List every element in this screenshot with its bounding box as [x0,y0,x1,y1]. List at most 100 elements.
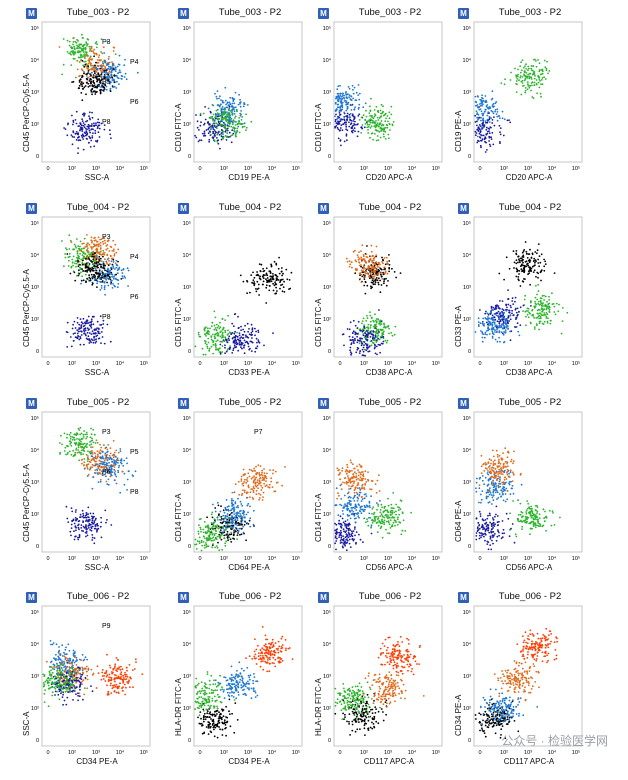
event-dot [64,253,66,255]
event-dot [69,438,72,440]
menu-m-button[interactable]: M [458,203,469,214]
event-dot [251,327,254,330]
event-dot [94,132,97,135]
event-dot [207,329,209,332]
event-dot [247,345,250,348]
event-dot [98,465,101,467]
event-dot [109,475,112,478]
event-dot [96,78,99,81]
menu-m-button[interactable]: M [458,8,469,19]
menu-m-button[interactable]: M [178,398,189,409]
event-dot [527,83,529,86]
event-dot [476,120,478,123]
event-dot [120,278,123,280]
event-dot [63,265,65,268]
event-dot [79,240,82,243]
event-dot [214,327,217,329]
event-dot [261,469,263,472]
event-dot [81,254,84,257]
event-dot [87,329,90,331]
event-dot [85,255,88,258]
event-dot [343,116,346,118]
plot-title: Tube_003 - P2 [358,7,422,18]
event-dot [561,307,564,309]
population-cluster [66,252,123,288]
event-dot [121,470,124,473]
menu-m-button[interactable]: M [26,8,37,19]
event-dot [86,463,88,466]
event-dot [70,64,73,66]
event-dot [265,286,268,289]
event-dot [116,80,118,83]
event-dot [250,331,253,334]
event-dot [99,81,102,84]
population-cluster [63,110,112,155]
event-dot [204,353,207,356]
event-dot [70,53,72,56]
event-dot [82,257,84,260]
event-dot [360,116,363,119]
event-dot [101,280,104,282]
menu-m-button[interactable]: M [318,8,329,19]
event-dot [362,258,365,260]
event-dot [274,470,277,473]
event-dot [96,453,99,456]
event-dot [527,273,529,276]
menu-m-button[interactable]: M [26,398,37,409]
event-dot [82,279,85,282]
event-dot [376,353,378,356]
event-dot [215,340,218,343]
menu-m-button[interactable]: M [178,8,189,19]
event-dot [79,516,82,519]
event-dot [250,274,253,276]
event-dot [273,260,276,263]
event-dot [519,261,521,264]
event-dot [544,66,547,68]
event-dot [109,447,112,449]
event-dot [123,483,126,486]
event-dot [82,329,85,332]
event-dot [118,464,121,467]
event-dot [378,331,380,333]
event-dot [259,278,262,281]
event-dot [340,101,342,104]
event-dot [89,467,92,470]
event-dot [233,110,236,113]
y-axis-label: CD15 FITC-A [174,298,183,347]
event-dot [81,509,84,512]
event-dot [62,38,65,40]
event-dot [112,250,115,252]
event-dot [104,293,106,296]
event-dot [214,507,217,509]
event-dot [83,458,86,460]
event-dot [501,319,504,321]
plot-frame [193,21,303,163]
event-dot [524,89,527,92]
menu-m-button[interactable]: M [178,203,189,214]
event-dot [89,85,91,87]
event-dot [227,347,230,350]
event-dot [374,281,377,284]
event-dot [543,320,546,323]
event-dot [94,239,97,242]
event-dot [64,446,67,449]
event-dot [374,133,376,135]
event-dot [245,129,247,132]
event-dot [218,327,221,330]
event-dot [117,77,120,80]
event-dot [526,77,529,79]
event-dot [111,61,113,63]
event-dot [359,337,361,340]
event-dot [346,129,349,132]
event-dot [77,444,80,447]
event-dot [237,103,240,106]
event-dot [222,130,224,133]
event-dot [519,71,522,74]
event-dot [94,519,97,521]
menu-m-button[interactable]: M [318,203,329,214]
event-dot [505,319,508,322]
event-dot [541,303,544,305]
event-dot [101,463,103,465]
menu-m-button[interactable]: M [26,203,37,214]
event-dot [91,453,94,455]
